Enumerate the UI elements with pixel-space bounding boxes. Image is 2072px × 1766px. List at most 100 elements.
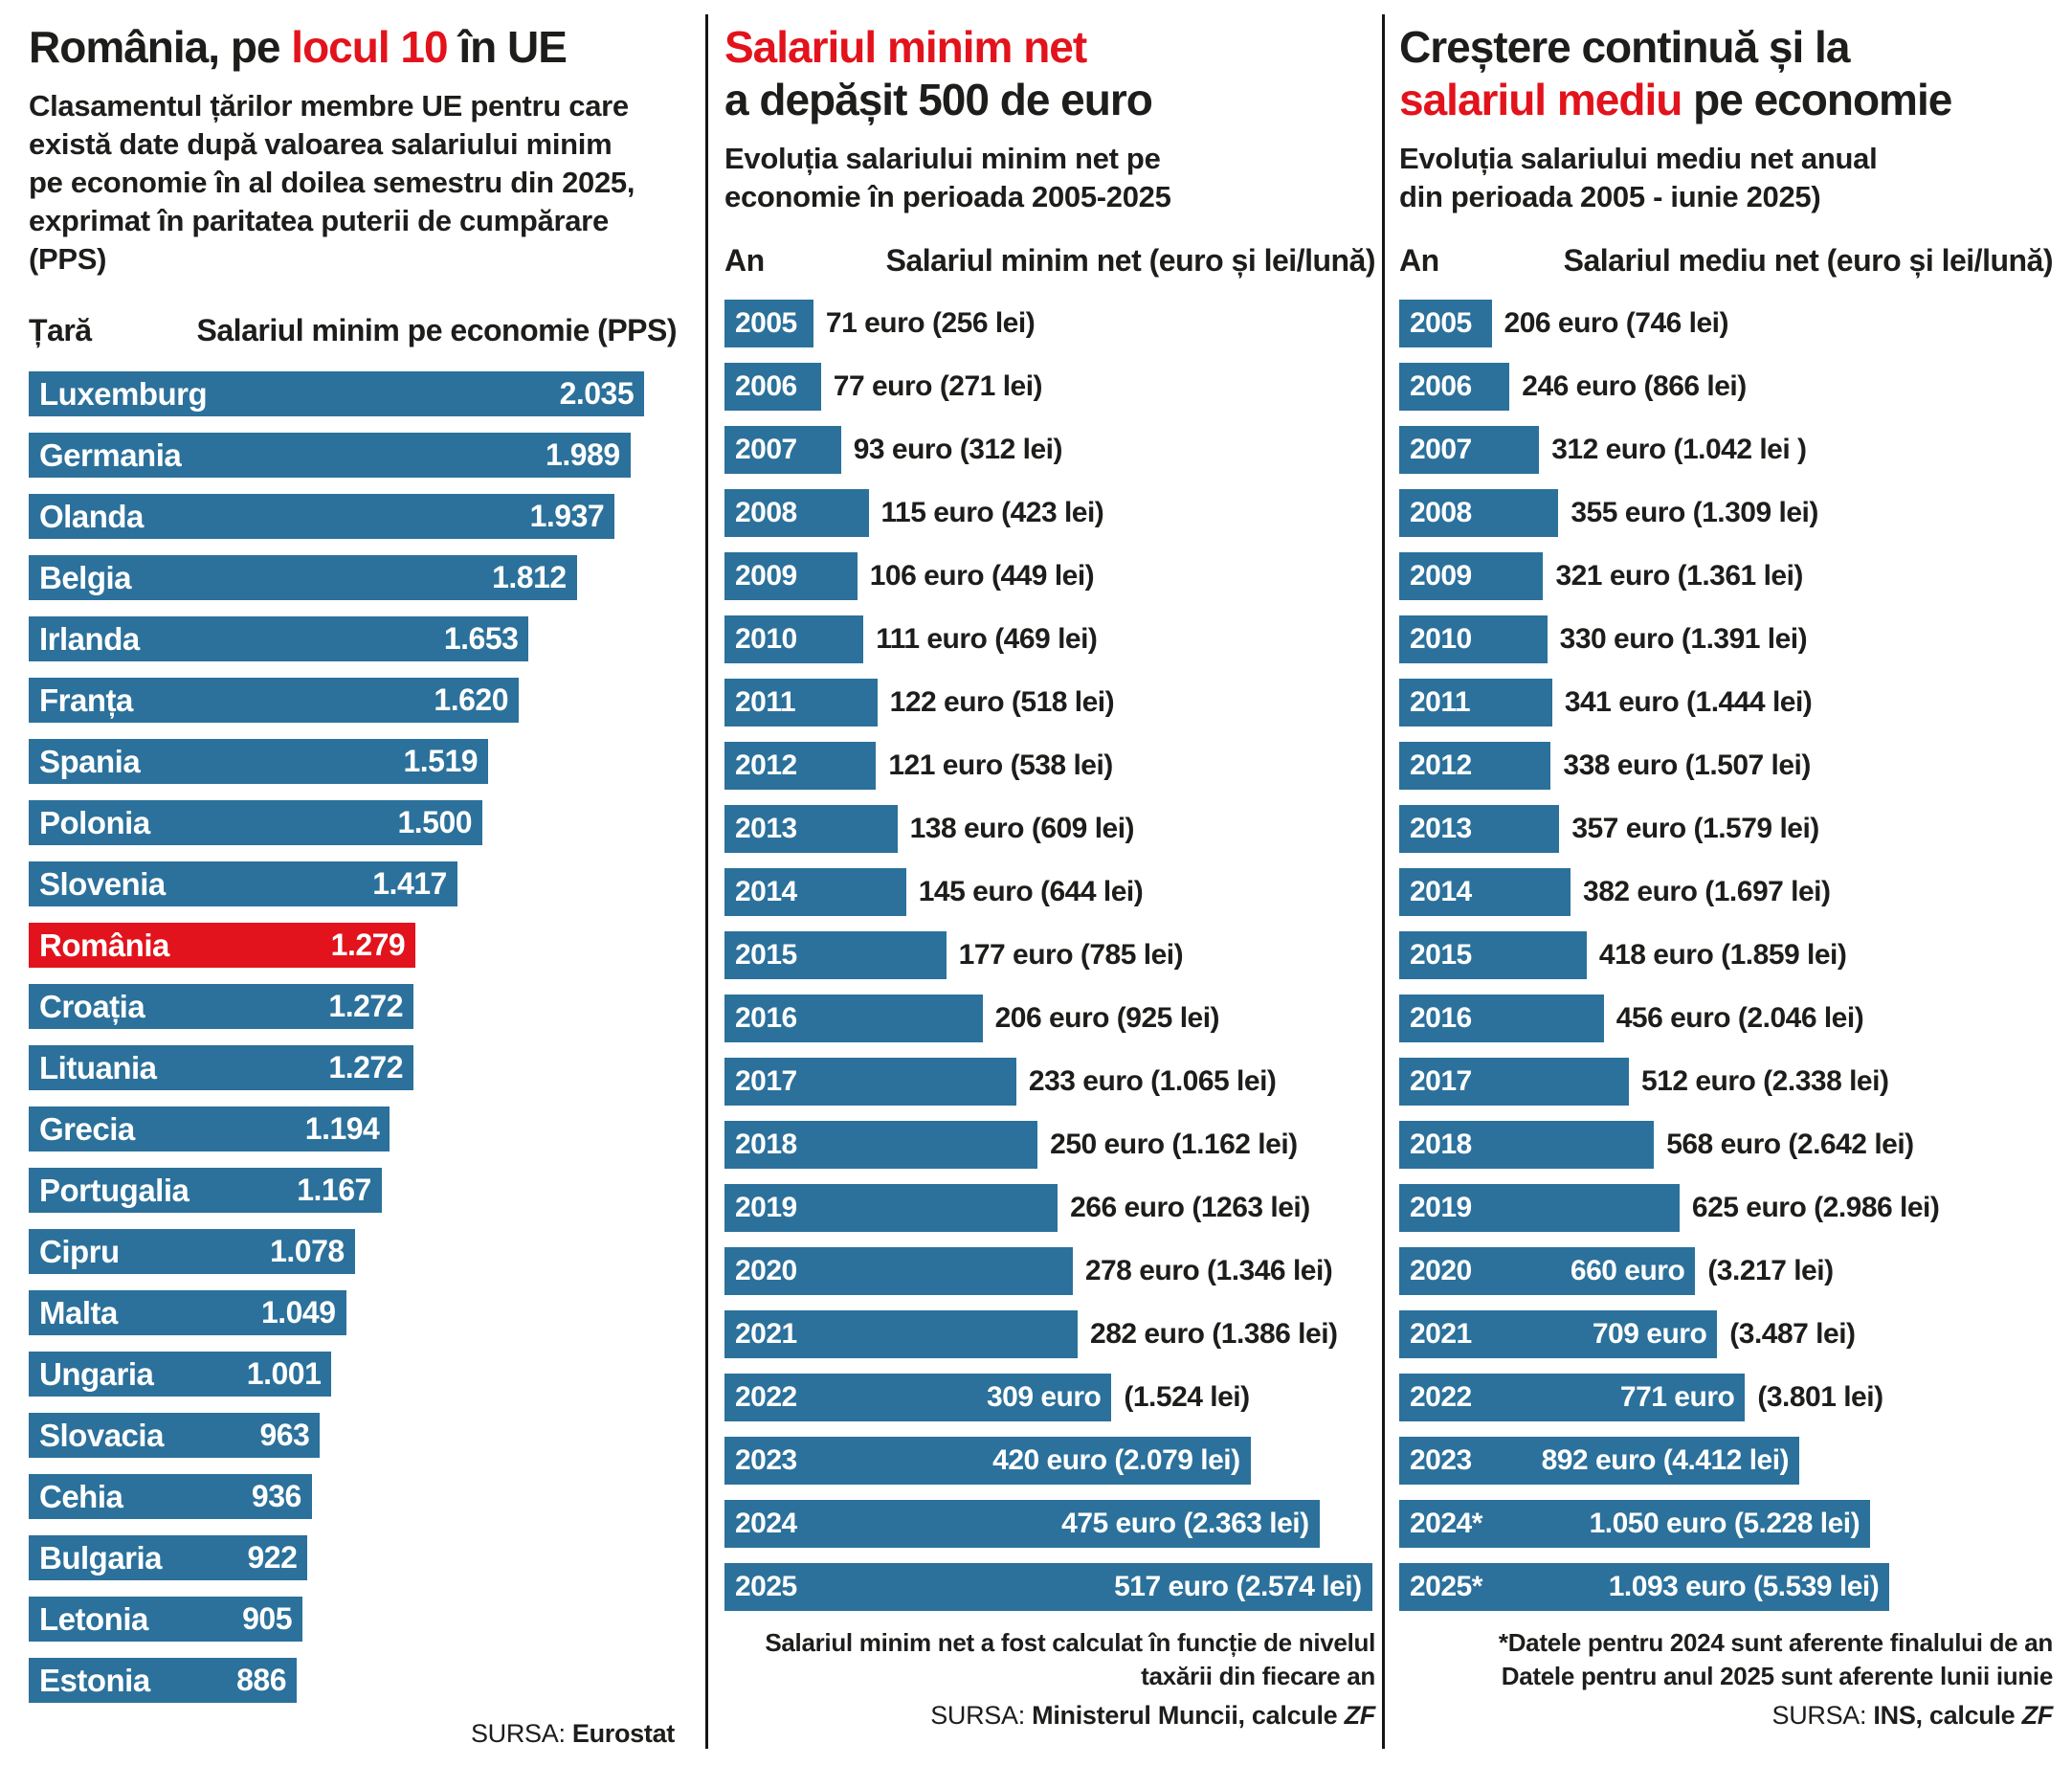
bar-value-outside: 138 euro (609 lei): [909, 813, 1135, 844]
bar-value-outside: 93 euro (312 lei): [853, 434, 1063, 465]
bar-year-label: 2019: [1410, 1192, 1472, 1223]
bar: 2012: [1399, 742, 1551, 790]
chart-row: Cipru 1.078: [29, 1229, 677, 1274]
bar: 2005: [724, 300, 813, 347]
bar-country-label: Grecia: [39, 1110, 135, 1147]
bar: 2020 660 euro: [1399, 1247, 1696, 1295]
bar-country-label: Portugalia: [39, 1172, 189, 1208]
chart-row: 2017 233 euro (1.065 lei): [724, 1058, 1375, 1106]
bar-year-label: 2017: [735, 1065, 797, 1097]
bar: 2009: [1399, 552, 1544, 600]
bar-country-label: Malta: [39, 1294, 118, 1330]
bar-year-label: 2012: [1410, 749, 1472, 781]
bar-value-inside: 517 euro (2.574 lei): [1114, 1571, 1362, 1602]
panel-eu-ranking: România, pe locul 10 în UE Clasamentul ț…: [29, 0, 678, 1766]
bar-country-label: Cehia: [39, 1478, 123, 1514]
bar-year-label: 2025*: [1410, 1571, 1482, 1602]
chart-row: 2023 892 euro (4.412 lei): [1399, 1437, 2053, 1485]
bar: Portugalia 1.167: [29, 1168, 382, 1213]
bar-year-label: 2021: [735, 1318, 797, 1350]
bar-year-label: 2009: [735, 560, 797, 592]
bar-country-label: Letonia: [39, 1600, 148, 1637]
chart-row: Lituania 1.272: [29, 1045, 677, 1090]
bar-year-label: 2006: [1410, 370, 1472, 402]
bar: Irlanda 1.653: [29, 616, 529, 661]
bar-value-inside: 963: [259, 1418, 310, 1452]
bar-value-inside: 709 euro: [1592, 1318, 1707, 1350]
bar-year-label: 2025: [735, 1571, 797, 1602]
bar: 2015: [724, 931, 947, 979]
bar-year-label: 2010: [1410, 623, 1472, 655]
bar-year-label: 2015: [1410, 939, 1472, 971]
bar-value-inside: 660 euro: [1570, 1255, 1685, 1286]
bar: 2022 771 euro: [1399, 1374, 1746, 1421]
column-headers: An Salariul mediu net (euro și lei/lună): [1399, 243, 2054, 279]
chart-row: 2023 420 euro (2.079 lei): [724, 1437, 1375, 1485]
chart-row: 2022 309 euro (1.524 lei): [724, 1374, 1375, 1421]
chart-row: Franța 1.620: [29, 678, 677, 723]
bar-year-label: 2017: [1410, 1065, 1472, 1097]
bar-value-outside: 206 euro (746 lei): [1504, 307, 1729, 339]
bar: 2025* 1.093 euro (5.539 lei): [1399, 1563, 1890, 1611]
bar-value-inside: 1.167: [297, 1173, 371, 1207]
bar-value-outside: 233 euro (1.065 lei): [1028, 1065, 1277, 1097]
chart-row: Slovacia 963: [29, 1413, 677, 1458]
panel-divider: [705, 14, 708, 1749]
chart-row: Luxemburg 2.035: [29, 371, 677, 416]
bar: 2006: [1399, 363, 1510, 411]
bar-country-label: Germania: [39, 436, 182, 473]
bar-year-label: 2015: [735, 939, 797, 971]
bar-year-label: 2023: [735, 1444, 797, 1476]
chart-row: 2006 77 euro (271 lei): [724, 363, 1375, 411]
chart-row: 2025* 1.093 euro (5.539 lei): [1399, 1563, 2053, 1611]
bar-value-inside: 771 euro: [1619, 1381, 1735, 1413]
chart-row: Croația 1.272: [29, 984, 677, 1029]
chart-row: 2018 568 euro (2.642 lei): [1399, 1121, 2053, 1169]
bar-value-outside: 456 euro (2.046 lei): [1615, 1002, 1864, 1034]
bar-year-label: 2014: [735, 876, 797, 907]
column-header-value: Salariul mediu net (euro și lei/lună): [1563, 243, 2054, 278]
chart-row: Portugalia 1.167: [29, 1168, 677, 1213]
bar-value-outside: (3.217 lei): [1707, 1255, 1834, 1286]
bar: 2010: [724, 615, 864, 663]
chart-footnote: Salariul minim net a fost calculat în fu…: [765, 1628, 1375, 1690]
bar-value-inside: 1.989: [546, 437, 620, 472]
chart-row: 2016 206 euro (925 lei): [724, 995, 1375, 1042]
bar-value-inside: 922: [247, 1540, 298, 1575]
bar: 2019: [1399, 1184, 1680, 1232]
bar: 2024* 1.050 euro (5.228 lei): [1399, 1500, 1871, 1548]
bar-year-label: 2014: [1410, 876, 1472, 907]
bar: 2012: [724, 742, 877, 790]
bar-chart: 2005 206 euro (746 lei) 2006 246 euro (866 …: [1399, 300, 2053, 1611]
page-title: România, pe locul 10 în UE: [29, 22, 568, 72]
chart-row: Slovenia 1.417: [29, 861, 677, 906]
bar-year-label: 2021: [1410, 1318, 1472, 1350]
bar-value-inside: 1.078: [270, 1234, 345, 1268]
bar-value-outside: 145 euro (644 lei): [918, 876, 1144, 907]
bar-year-label: 2022: [735, 1381, 797, 1413]
bar-country-label: Belgia: [39, 559, 132, 595]
chart-row: Olanda 1.937: [29, 494, 677, 539]
bar-chart: 2005 71 euro (256 lei) 2006 77 euro (271 le…: [724, 300, 1375, 1611]
chart-row: Germania 1.989: [29, 433, 677, 478]
bar-country-label: Croația: [39, 988, 145, 1024]
bar-value-outside: (3.801 lei): [1757, 1381, 1883, 1413]
chart-row: 2020 660 euro (3.217 lei): [1399, 1247, 2053, 1295]
bar-value-outside: 121 euro (538 lei): [888, 749, 1113, 781]
bar-value-outside: 111 euro (469 lei): [876, 623, 1098, 655]
chart-row: 2011 122 euro (518 lei): [724, 679, 1375, 727]
source-credit: SURSA: INS, calcule ZF: [1771, 1701, 2053, 1730]
bar-year-label: 2011: [1410, 686, 1471, 718]
chart-row: 2009 321 euro (1.361 lei): [1399, 552, 2053, 600]
bar-year-label: 2008: [1410, 497, 1472, 528]
bar-value-outside: 115 euro (423 lei): [880, 497, 1104, 528]
bar-value-outside: 71 euro (256 lei): [825, 307, 1036, 339]
bar: 2008: [1399, 489, 1559, 537]
chart-row: 2021 709 euro (3.487 lei): [1399, 1310, 2053, 1358]
bar-value-inside: 1.620: [434, 682, 508, 717]
bar-country-label: Irlanda: [39, 620, 140, 657]
bar: Letonia 905: [29, 1597, 303, 1642]
bar-value-outside: 312 euro (1.042 lei ): [1551, 434, 1807, 465]
bar-country-label: Ungaria: [39, 1355, 154, 1392]
